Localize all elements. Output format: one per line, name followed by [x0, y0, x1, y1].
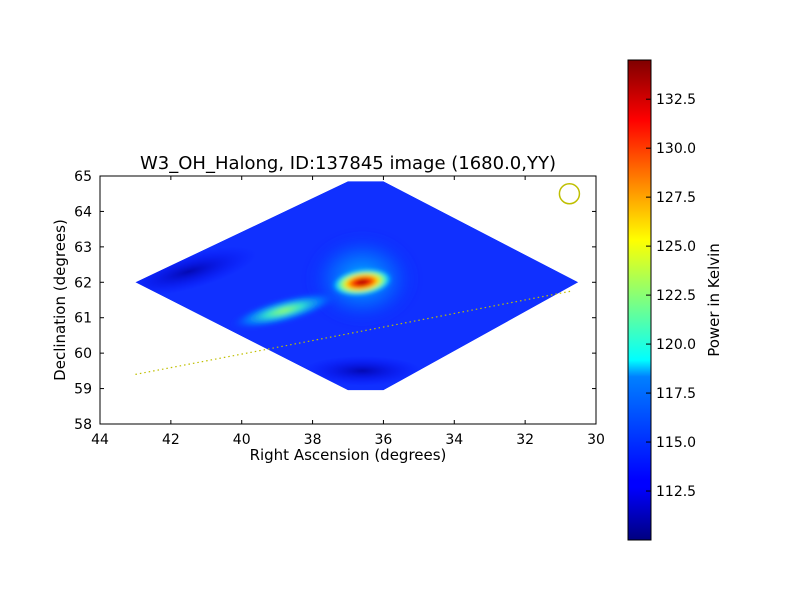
- plot-frame: [99, 175, 597, 425]
- heatmap-image: [135, 181, 579, 391]
- colorbar-tick-label: 117.5: [656, 386, 696, 402]
- y-tick-label: 64: [74, 204, 92, 220]
- y-tick-label: 65: [74, 169, 92, 185]
- y-tick-label: 62: [74, 275, 92, 291]
- colorbar-tick-label: 125.0: [656, 239, 696, 255]
- beam-marker: [558, 182, 581, 205]
- y-tick-label: 60: [74, 346, 92, 362]
- track-line: [135, 290, 572, 375]
- y-axis-ticks: 58 59 60 61 62 63 64 65: [74, 169, 596, 433]
- x-tick-label: 40: [233, 432, 251, 448]
- x-tick-label: 34: [445, 432, 463, 448]
- colorbar-tick-label: 112.5: [656, 484, 696, 500]
- colorbar: [627, 59, 652, 541]
- colorbar-tick-label: 120.0: [656, 337, 696, 353]
- x-axis-label: Right Ascension (degrees): [250, 446, 447, 464]
- y-tick-label: 63: [74, 240, 92, 256]
- colorbar-tick-label: 132.5: [656, 92, 696, 108]
- x-tick-label: 30: [587, 432, 605, 448]
- dark-patch-left: [135, 246, 257, 297]
- colorbar-tick-label: 122.5: [656, 288, 696, 304]
- colorbar-label: Power in Kelvin: [705, 243, 723, 357]
- colorbar-ticks: 112.5 115.0 117.5 120.0 122.5 125.0 127.5 130.0…: [646, 92, 696, 500]
- dark-patch-bottom: [302, 355, 423, 386]
- colorbar-tick-label: 127.5: [656, 190, 696, 206]
- y-tick-label: 58: [74, 417, 92, 433]
- colorbar-tick-label: 130.0: [656, 141, 696, 157]
- y-tick-label: 59: [74, 382, 92, 398]
- x-axis-ticks: 44 42 40 38 36 34 32 30: [91, 176, 605, 448]
- x-tick-label: 36: [375, 432, 393, 448]
- x-tick-label: 32: [516, 432, 534, 448]
- y-axis-label: Declination (degrees): [51, 219, 69, 381]
- y-tick-label: 61: [74, 311, 92, 327]
- x-tick-label: 42: [162, 432, 180, 448]
- x-tick-label: 38: [304, 432, 322, 448]
- warm-feature: [231, 292, 338, 329]
- x-tick-label: 44: [91, 432, 109, 448]
- chart-title: W3_OH_Halong, ID:137845 image (1680.0,YY…: [140, 153, 556, 174]
- hot-spot: [330, 267, 394, 297]
- colorbar-tick-label: 115.0: [656, 435, 696, 451]
